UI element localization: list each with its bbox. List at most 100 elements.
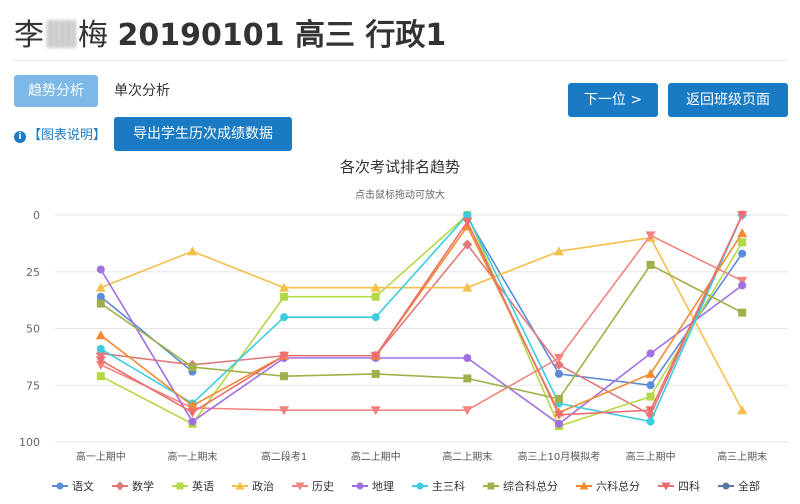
exam-class-info: 20190101 高三 行政1 — [117, 18, 447, 53]
data-point[interactable] — [554, 394, 563, 403]
data-point[interactable] — [96, 372, 105, 381]
data-point[interactable] — [738, 249, 747, 258]
legend-item[interactable]: 历史 — [292, 480, 334, 493]
data-point[interactable] — [463, 211, 472, 219]
data-point[interactable] — [187, 408, 198, 418]
data-point[interactable] — [280, 292, 289, 301]
data-point[interactable] — [370, 282, 381, 292]
data-point[interactable] — [96, 292, 105, 301]
data-point[interactable] — [188, 417, 197, 426]
data-point[interactable] — [280, 372, 289, 381]
data-point[interactable] — [646, 417, 655, 426]
data-point[interactable] — [646, 392, 655, 401]
data-point[interactable] — [554, 419, 563, 428]
series-地理[interactable] — [96, 265, 747, 428]
series-line — [100, 269, 743, 425]
data-point[interactable] — [371, 313, 380, 322]
export-history-button[interactable]: 导出学生历次成绩数据 — [114, 117, 292, 151]
data-point[interactable] — [554, 369, 563, 378]
data-point[interactable] — [96, 299, 105, 308]
data-point[interactable] — [187, 400, 198, 410]
back-to-class-button[interactable]: 返回班级页面 — [668, 83, 788, 117]
legend-label: 地理 — [372, 480, 394, 493]
data-point[interactable] — [737, 228, 748, 238]
legend-item[interactable]: 地理 — [352, 480, 394, 493]
data-point[interactable] — [738, 281, 747, 290]
data-point[interactable] — [462, 282, 473, 292]
y-tick-label: 25 — [26, 266, 40, 279]
legend-item[interactable]: 六科总分 — [576, 479, 640, 493]
data-point[interactable] — [279, 282, 290, 292]
tab-single-analysis[interactable]: 单次分析 — [114, 83, 170, 99]
data-point[interactable] — [737, 405, 748, 415]
data-point[interactable] — [279, 406, 290, 416]
series-line — [100, 263, 743, 400]
legend-item[interactable]: 语文 — [52, 479, 94, 493]
legend-item[interactable]: 全部 — [718, 479, 760, 493]
page-title: 李梅 20190101 高三 行政1 — [14, 10, 446, 54]
data-point[interactable] — [737, 276, 748, 286]
data-point[interactable] — [462, 239, 473, 250]
data-point[interactable] — [645, 368, 656, 378]
data-point[interactable] — [737, 211, 748, 220]
legend-label: 综合科总分 — [503, 479, 558, 493]
series-综合科总分[interactable] — [96, 260, 747, 403]
data-point[interactable] — [738, 238, 747, 247]
legend-item[interactable]: 数学 — [112, 479, 154, 493]
legend-item[interactable]: 英语 — [172, 479, 214, 493]
x-tick-label: 高二段考1 — [261, 450, 307, 463]
x-tick-label: 高二上期中 — [351, 450, 401, 463]
series-line — [100, 213, 743, 423]
data-point[interactable] — [95, 282, 106, 292]
chart-subtitle: 点击鼠标拖动可放大 — [355, 188, 445, 201]
legend-item[interactable]: 四科 — [658, 479, 700, 493]
legend-marker — [661, 482, 671, 491]
x-tick-label: 高三上期末 — [717, 450, 767, 463]
data-point[interactable] — [463, 354, 472, 363]
legend-item[interactable]: 政治 — [232, 479, 274, 493]
data-point[interactable] — [462, 217, 473, 227]
data-point[interactable] — [95, 360, 106, 370]
data-point[interactable] — [646, 349, 655, 358]
data-point[interactable] — [738, 308, 747, 317]
data-point[interactable] — [553, 354, 564, 364]
data-point[interactable] — [646, 381, 655, 390]
redacted-name-character — [46, 20, 76, 48]
data-point[interactable] — [95, 330, 106, 340]
data-point[interactable] — [645, 231, 656, 241]
series-英语[interactable] — [96, 211, 747, 431]
data-point[interactable] — [188, 363, 197, 372]
data-point[interactable] — [553, 246, 564, 256]
legend-label: 全部 — [738, 479, 760, 493]
series-四科[interactable] — [95, 211, 748, 420]
data-point[interactable] — [371, 369, 380, 378]
legend-item[interactable]: 综合科总分 — [483, 479, 558, 493]
legend-marker — [295, 482, 305, 491]
y-tick-label: 100 — [19, 436, 40, 449]
data-point[interactable] — [645, 406, 656, 416]
chart-help-link[interactable]: i 【图表说明】 — [14, 124, 106, 143]
legend-item[interactable]: 主三科 — [412, 479, 465, 493]
next-student-button[interactable]: 下一位 > — [568, 83, 658, 117]
data-point[interactable] — [462, 406, 473, 416]
data-point[interactable] — [371, 292, 380, 301]
data-point[interactable] — [370, 406, 381, 416]
data-point[interactable] — [96, 265, 105, 274]
data-point[interactable] — [95, 356, 106, 366]
data-point[interactable] — [553, 410, 564, 420]
data-point[interactable] — [646, 260, 655, 269]
data-point[interactable] — [279, 351, 290, 361]
tab-trend-analysis[interactable]: 趋势分析 — [14, 75, 98, 107]
data-point[interactable] — [280, 313, 289, 322]
rank-trend-chart[interactable]: 各次考试排名趋势 点击鼠标拖动可放大 0 25 50 75 100 高一上期中 高一上期末… — [0, 148, 800, 504]
data-point[interactable] — [96, 344, 105, 353]
data-point[interactable] — [553, 359, 564, 370]
legend-marker — [579, 481, 589, 490]
legend-label: 四科 — [678, 479, 700, 493]
data-point[interactable] — [187, 246, 198, 256]
legend-label: 六科总分 — [596, 479, 640, 493]
data-point[interactable] — [370, 351, 381, 361]
series-历史[interactable] — [95, 231, 748, 416]
data-point[interactable] — [463, 374, 472, 383]
legend-label: 主三科 — [432, 479, 465, 493]
